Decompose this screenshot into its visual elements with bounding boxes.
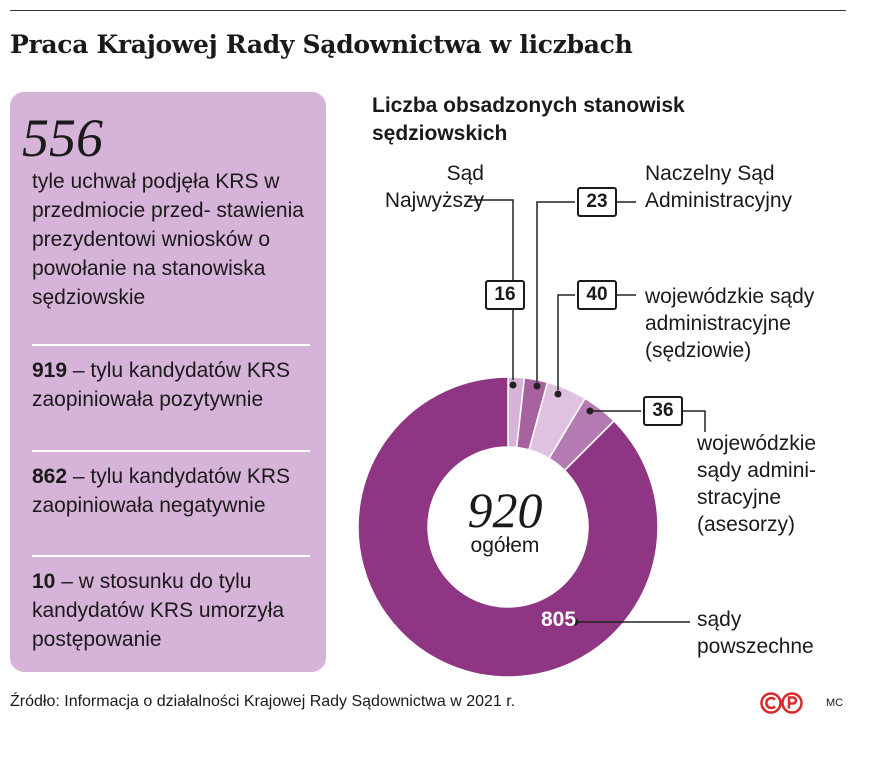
stat-discontinued: 10 – w stosunku do tylu kandydatów KRS u… xyxy=(32,567,317,654)
panel-divider xyxy=(32,344,310,346)
page-title: Praca Krajowej Rady Sądownictwa w liczba… xyxy=(10,30,633,59)
total-value: 920 xyxy=(467,482,543,538)
stat-description: – tylu kandydatów KRS zaopiniowała negat… xyxy=(32,465,290,517)
total-label: ogółem xyxy=(470,534,540,557)
category-label: Naczelny Sąd Administracyjny xyxy=(645,162,793,212)
source-note: Źródło: Informacja o działalności Krajow… xyxy=(10,693,516,710)
label-nsa: Naczelny Sąd Administracyjny xyxy=(645,160,865,214)
value-box-wsa-judges: 40 xyxy=(577,280,617,310)
leader-line-wsa-assessors-label xyxy=(683,410,706,432)
stat-value: 919 xyxy=(32,359,68,382)
stat-description: – w stosunku do tylu kandydatów KRS umor… xyxy=(32,570,285,651)
copyright-protected-icon xyxy=(760,692,803,714)
label-common-courts: sądy powszechne xyxy=(697,606,867,660)
leader-dot xyxy=(509,381,517,389)
category-label: sądy powszechne xyxy=(697,608,814,658)
leader-dot xyxy=(533,382,541,390)
stat-description: – tylu kandydatów KRS zaopiniowała pozyt… xyxy=(32,359,290,411)
lead-number: 556 xyxy=(22,108,103,168)
panel-divider xyxy=(32,555,310,557)
category-label: wojewódzkie sądy admini- stracyjne (ases… xyxy=(697,432,817,536)
value-label-common-courts: 805 xyxy=(541,608,577,631)
value-box-wsa-assessors: 36 xyxy=(643,396,683,426)
panel-divider xyxy=(32,450,310,452)
label-wsa-judges: wojewódzkie sądy administracyjne (sędzio… xyxy=(645,283,865,364)
label-wsa-assessors: wojewódzkie sądy admini- stracyjne (ases… xyxy=(697,430,867,538)
stat-value: 862 xyxy=(32,465,68,488)
category-label: Sąd Najwyższy xyxy=(384,162,484,212)
stat-value: 10 xyxy=(32,570,56,593)
top-rule xyxy=(10,10,846,11)
author-initials: MC xyxy=(826,697,844,709)
value-box-sn: 16 xyxy=(485,280,525,310)
value-box-nsa: 23 xyxy=(577,187,617,217)
stats-panel xyxy=(10,92,326,672)
leader-dot xyxy=(586,407,594,415)
chart-title: Liczba obsadzonych stanowisk sędziowskic… xyxy=(372,94,685,145)
leader-line-wsa-judges xyxy=(557,294,575,390)
lead-text: tyle uchwał podjęła KRS w przedmiocie pr… xyxy=(32,170,304,309)
leader-line-nsa xyxy=(536,201,575,382)
category-label: wojewódzkie sądy administracyjne (sędzio… xyxy=(645,285,815,362)
label-sad-najwyzszy: Sąd Najwyższy xyxy=(372,160,484,214)
stat-positive: 919 – tylu kandydatów KRS zaopiniowała p… xyxy=(32,356,312,414)
leader-dot xyxy=(554,390,562,398)
stat-negative: 862 – tylu kandydatów KRS zaopiniowała n… xyxy=(32,462,312,520)
leader-dot xyxy=(571,618,579,626)
leader-line-sn xyxy=(468,199,514,380)
slice-common-courts xyxy=(357,376,659,678)
